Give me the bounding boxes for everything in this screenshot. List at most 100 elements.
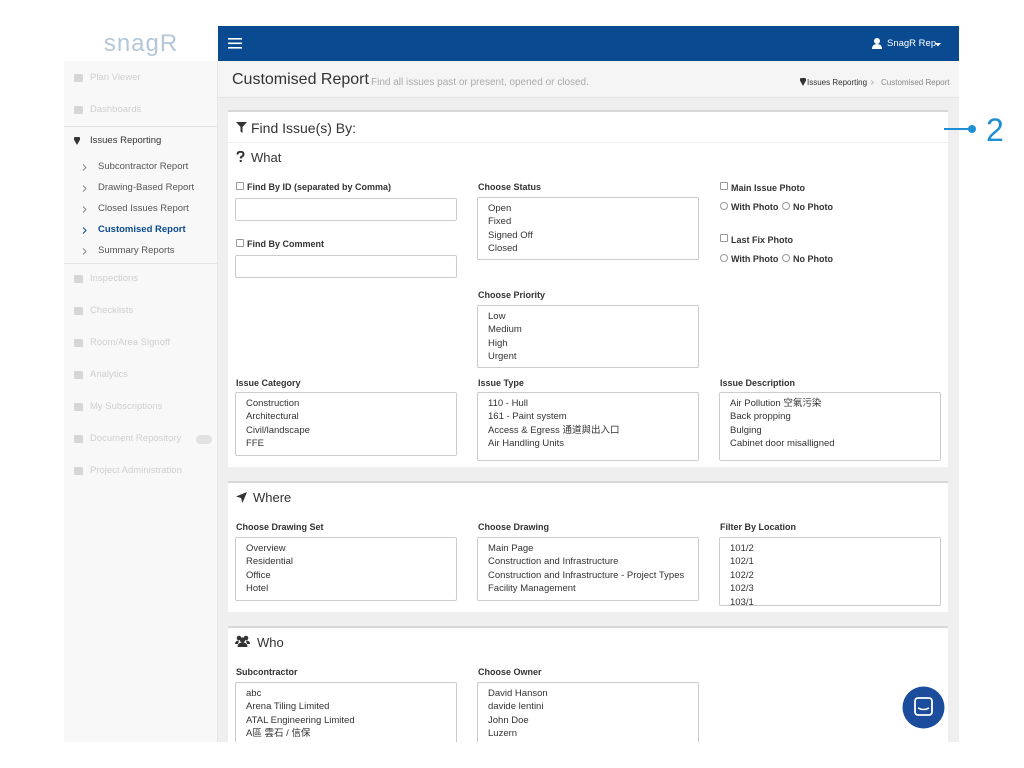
list-option[interactable]: High xyxy=(488,337,508,349)
group-border xyxy=(64,263,218,264)
page-header: Customised Report Find all issues past o… xyxy=(218,61,959,98)
list-option[interactable]: 103/1 xyxy=(730,596,754,606)
list-option[interactable]: Office xyxy=(246,569,271,581)
listbox[interactable]: Overview Residential Office Hotel xyxy=(235,537,457,601)
list-option[interactable]: Overview xyxy=(246,543,286,554)
list-option[interactable]: Back propping xyxy=(730,411,791,423)
menu-item[interactable]: Project Administration xyxy=(64,461,218,481)
breadcrumb-link[interactable]: Issues Reporting xyxy=(807,78,868,87)
logo[interactable]: snagR xyxy=(64,26,218,61)
checkbox[interactable] xyxy=(720,182,728,190)
menu-item[interactable]: Document Repository xyxy=(64,429,218,449)
listbox[interactable]: abc Arena Tiling Limited ATAL Engineering … xyxy=(235,682,457,746)
listbox[interactable]: 101/2 102/1 102/2 102/3 103/1 xyxy=(719,537,941,606)
list-option[interactable]: 102/2 xyxy=(730,569,754,581)
list-option[interactable]: 110 - Hull xyxy=(488,398,528,409)
list-option[interactable]: Low xyxy=(488,311,506,322)
list-option[interactable]: Air Handling Units xyxy=(488,438,565,450)
list-option[interactable]: David Hanson xyxy=(488,688,548,699)
list-option[interactable]: Bulging xyxy=(730,424,762,436)
radio[interactable] xyxy=(720,254,728,262)
list-option[interactable]: Fixed xyxy=(488,216,512,228)
submenu-item[interactable]: Closed Issues Report xyxy=(64,199,218,219)
list-option[interactable]: 102/3 xyxy=(730,583,754,595)
comment-input[interactable] xyxy=(235,255,457,278)
list-option[interactable]: Urgent xyxy=(488,351,517,363)
section-title: Where xyxy=(253,490,292,505)
user-menu[interactable]: SnagR Rep xyxy=(887,38,937,49)
list-option[interactable]: Closed xyxy=(488,243,518,255)
list-option[interactable]: ATAL Engineering Limited xyxy=(246,714,355,726)
menu-icon xyxy=(74,403,83,411)
list-option[interactable]: Access & Egress 通道與出入口 xyxy=(488,424,620,436)
list-option[interactable]: Hotel xyxy=(246,583,269,595)
list-option[interactable]: Civil/landscape xyxy=(246,424,310,436)
id-input[interactable] xyxy=(235,198,457,221)
list-option[interactable]: Cabinet door misalligned xyxy=(730,438,835,450)
users-icon xyxy=(235,635,250,647)
menu-item[interactable]: Inspections xyxy=(64,269,218,289)
list-option[interactable]: Open xyxy=(488,203,512,214)
menu-item[interactable]: Dashboards xyxy=(64,100,218,120)
list-option[interactable]: Construction and Infrastructure - Projec… xyxy=(488,569,685,581)
section-title: What xyxy=(251,150,282,165)
listbox[interactable]: Low Medium High Urgent xyxy=(477,305,699,368)
list-option[interactable]: Residential xyxy=(246,556,293,568)
chevron xyxy=(82,164,87,171)
checkbox[interactable] xyxy=(236,239,244,247)
radio[interactable] xyxy=(782,254,790,262)
list-option[interactable]: Arena Tiling Limited xyxy=(246,701,330,713)
list-option[interactable]: Luzern xyxy=(488,728,518,740)
list-option[interactable]: Main Page xyxy=(488,543,534,554)
submenu-item[interactable]: Summary Reports xyxy=(64,241,218,261)
list-option[interactable]: Construction xyxy=(246,398,300,409)
list-option[interactable]: Facility Management xyxy=(488,583,576,595)
menu-item[interactable]: Analytics xyxy=(64,365,218,385)
chevron xyxy=(82,248,87,255)
menu-item[interactable]: Room/Area Signoff xyxy=(64,333,218,353)
menu-toggle[interactable] xyxy=(228,38,242,49)
menu-item[interactable]: Checklists xyxy=(64,301,218,321)
submenu-item[interactable]: Drawing-Based Report xyxy=(64,178,218,198)
breadcrumb-sep xyxy=(870,80,875,85)
menu-item[interactable]: Plan Viewer xyxy=(64,68,218,88)
list-option[interactable]: Signed Off xyxy=(488,229,533,241)
submenu-item[interactable]: Customised Report xyxy=(64,220,218,240)
listbox[interactable]: Construction Architectural Civil/landscape… xyxy=(235,392,457,456)
field-label: Last Fix Photo xyxy=(731,235,794,245)
menu-icon xyxy=(74,307,83,315)
checkbox[interactable] xyxy=(720,234,728,242)
list-option[interactable]: 101/2 xyxy=(730,543,754,554)
list-option[interactable]: A區 雲石 / 信保 xyxy=(246,728,311,740)
listbox[interactable]: Main Page Construction and Infrastructure… xyxy=(477,537,699,601)
radio[interactable] xyxy=(782,202,790,210)
radio-label: No Photo xyxy=(793,202,833,212)
submenu-item[interactable]: Subcontractor Report xyxy=(64,157,218,177)
list-option[interactable]: John Doe xyxy=(488,714,529,726)
list-option[interactable]: Medium xyxy=(488,324,522,336)
listbox[interactable]: David Hanson davide lentini John Doe Luzern xyxy=(477,682,699,746)
section-title: Who xyxy=(257,635,284,650)
field-label: Choose Owner xyxy=(478,667,542,677)
list-option[interactable]: Architectural xyxy=(246,411,299,423)
callout-line xyxy=(944,128,972,130)
list-option[interactable]: 102/1 xyxy=(730,556,754,568)
listbox[interactable]: 110 - Hull 161 - Paint system Access & Egr… xyxy=(477,392,699,461)
checkbox[interactable] xyxy=(236,182,244,190)
radio[interactable] xyxy=(720,202,728,210)
list-option[interactable]: davide lentini xyxy=(488,701,544,713)
field-label: Find By Comment xyxy=(247,239,325,249)
list-option[interactable]: Construction and Infrastructure xyxy=(488,556,619,568)
menu-item[interactable]: My Subscriptions xyxy=(64,397,218,417)
listbox[interactable]: Air Pollution 空氣污染 Back propping Bulging Ca… xyxy=(719,392,941,461)
chat-button[interactable] xyxy=(902,686,945,729)
list-option[interactable]: abc xyxy=(246,688,262,699)
list-option[interactable]: 161 - Paint system xyxy=(488,411,567,423)
menu-group[interactable]: Issues Reporting xyxy=(64,131,218,151)
listbox[interactable]: Open Fixed Signed Off Closed xyxy=(477,197,699,260)
menu-icon xyxy=(74,435,83,443)
question-icon xyxy=(236,151,245,162)
user-icon xyxy=(872,38,882,49)
list-option[interactable]: FFE xyxy=(246,438,264,450)
list-option[interactable]: Air Pollution 空氣污染 xyxy=(730,398,822,409)
